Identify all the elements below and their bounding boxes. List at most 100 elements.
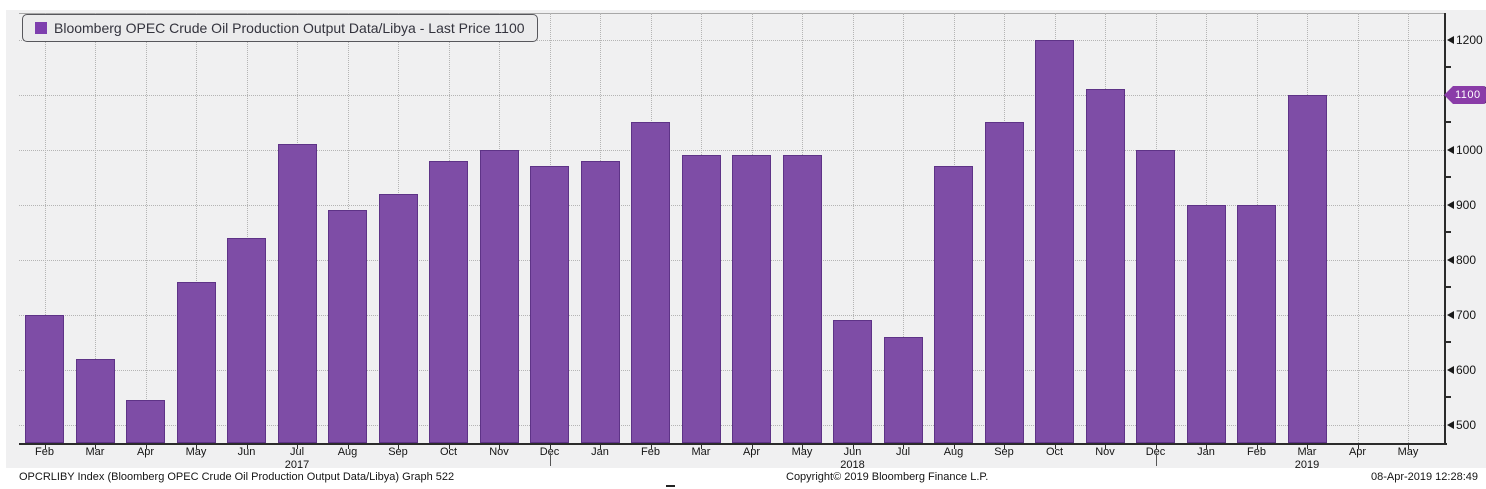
x-label-26: Apr xyxy=(1348,446,1367,458)
y-label-700: 700 xyxy=(1456,307,1477,322)
x-label-13: Mar xyxy=(691,446,711,458)
gridline-v-4 xyxy=(246,13,248,443)
x-tick-1 xyxy=(95,445,96,449)
bar-mar-2019[interactable] xyxy=(1287,94,1327,443)
y-axis-line xyxy=(1444,13,1446,445)
y-minor-tick-550 xyxy=(1446,396,1451,398)
x-label-2: Apr xyxy=(136,446,155,458)
bar-jan-2019[interactable] xyxy=(1186,204,1226,443)
x-tick-25 xyxy=(1307,445,1308,449)
x-label-5: Jul xyxy=(289,446,305,458)
gridline-h-800 xyxy=(19,259,1444,261)
bar-nov-2017[interactable] xyxy=(479,149,519,443)
bar-dec-2018[interactable] xyxy=(1136,149,1175,443)
bar-oct-2018[interactable] xyxy=(1035,39,1074,443)
x-tick-2 xyxy=(145,445,147,449)
y-tick-arrow-600 xyxy=(1447,365,1454,374)
bar-may-2017[interactable] xyxy=(176,281,216,443)
bar-apr-2017[interactable] xyxy=(126,399,165,443)
y-label-600: 600 xyxy=(1456,362,1477,377)
x-label-14: Apr xyxy=(742,446,761,458)
bar-jun-2017[interactable] xyxy=(227,237,266,443)
bar-dec-2017[interactable] xyxy=(530,166,569,443)
y-minor-tick-950 xyxy=(1446,176,1451,178)
x-tick-15 xyxy=(802,445,803,449)
bar-jun-2018[interactable] xyxy=(833,320,872,443)
x-tick-19 xyxy=(1004,445,1005,449)
x-label-17: Jul xyxy=(895,446,911,458)
timestamp: 08-Apr-2019 12:28:49 xyxy=(1370,471,1478,483)
x-tick-8 xyxy=(448,445,450,449)
year-divider-22 xyxy=(1155,453,1157,466)
gridline-v-26 xyxy=(1357,13,1359,443)
x-label-25: Mar xyxy=(1297,446,1317,458)
x-tick-16 xyxy=(852,445,854,449)
bar-may-2018[interactable] xyxy=(782,155,822,443)
y-minor-tick-1150 xyxy=(1446,66,1451,68)
x-label-0: Feb xyxy=(35,446,54,458)
gridline-h-900 xyxy=(19,204,1444,206)
x-label-16: Jun xyxy=(843,446,862,458)
gridline-v-1 xyxy=(95,13,96,443)
y-label-1200: 1200 xyxy=(1456,32,1483,47)
x-label-8: Oct xyxy=(439,446,458,458)
x-tick-22 xyxy=(1155,445,1157,449)
bar-jan-2018[interactable] xyxy=(580,160,620,443)
bar-feb-2019[interactable] xyxy=(1237,204,1276,443)
copyright-text: Copyright© 2019 Bloomberg Finance L.P. xyxy=(786,471,989,483)
bar-jul-2018[interactable] xyxy=(883,336,923,443)
x-label-12: Feb xyxy=(641,446,660,458)
x-label-4: Jun xyxy=(237,446,256,458)
y-minor-tick-850 xyxy=(1446,231,1451,233)
gridline-v-16 xyxy=(852,13,854,443)
x-label-22: Dec xyxy=(1145,446,1166,458)
bar-oct-2017[interactable] xyxy=(429,160,468,443)
gridline-v-2 xyxy=(145,13,147,443)
bar-aug-2018[interactable] xyxy=(934,166,973,443)
y-tick-arrow-900 xyxy=(1447,200,1454,209)
bar-feb-2017[interactable] xyxy=(25,314,64,443)
y-label-500: 500 xyxy=(1456,417,1477,432)
x-tick-7 xyxy=(398,445,399,449)
bar-sep-2017[interactable] xyxy=(378,193,418,443)
x-tick-21 xyxy=(1105,445,1106,449)
bar-apr-2018[interactable] xyxy=(732,155,771,443)
x-label-9: Nov xyxy=(489,446,509,458)
status-bar: OPCRLIBY Index (Bloomberg OPEC Crude Oil… xyxy=(0,468,1486,489)
y-minor-tick-650 xyxy=(1446,341,1451,343)
bar-mar-2018[interactable] xyxy=(681,155,721,443)
x-label-11: Jan xyxy=(591,446,609,458)
bar-aug-2017[interactable] xyxy=(328,210,367,443)
bar-jul-2017[interactable] xyxy=(277,144,317,443)
cursor-mark xyxy=(666,485,675,487)
legend-box[interactable]: Bloomberg OPEC Crude Oil Production Outp… xyxy=(22,14,538,42)
x-label-7: Sep xyxy=(388,446,408,458)
x-label-23: Jan xyxy=(1197,446,1215,458)
x-label-19: Sep xyxy=(994,446,1014,458)
bar-sep-2018[interactable] xyxy=(984,122,1024,443)
x-tick-10 xyxy=(549,445,551,449)
bar-nov-2018[interactable] xyxy=(1085,89,1125,443)
gridline-h-1200 xyxy=(19,39,1444,41)
x-label-6: Aug xyxy=(337,446,358,458)
x-axis-line xyxy=(19,443,1447,445)
x-label-15: May xyxy=(791,446,813,458)
gridline-h-700 xyxy=(19,314,1444,316)
bar-mar-2017[interactable] xyxy=(75,358,115,443)
last-price-badge: 1100 xyxy=(1444,85,1486,104)
ticker-description: OPCRLIBY Index (Bloomberg OPEC Crude Oil… xyxy=(19,471,455,483)
bar-feb-2018[interactable] xyxy=(631,122,670,443)
x-tick-27 xyxy=(1408,445,1409,449)
gridline-h-1000 xyxy=(19,149,1444,151)
x-tick-13 xyxy=(701,445,702,449)
x-tick-6 xyxy=(347,445,349,449)
y-label-800: 800 xyxy=(1456,252,1477,267)
x-tick-26 xyxy=(1357,445,1359,449)
gridline-h-1100 xyxy=(19,94,1444,96)
y-tick-arrow-1200 xyxy=(1447,35,1454,44)
x-tick-23 xyxy=(1206,445,1207,449)
x-tick-17 xyxy=(903,445,904,449)
x-tick-3 xyxy=(196,445,197,449)
x-label-1: Mar xyxy=(85,446,105,458)
